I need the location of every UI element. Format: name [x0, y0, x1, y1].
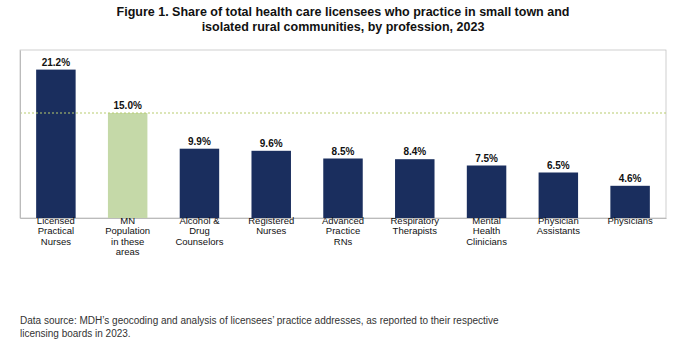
bar: [108, 113, 147, 218]
bar: [251, 151, 290, 218]
x-axis: LicensedPracticalNurses MNPopulationin th…: [21, 215, 667, 257]
data-label: 9.6%: [260, 138, 283, 149]
x-tick-label: AdvancedPracticeRNs: [322, 215, 364, 247]
x-tick: RespiratoryTherapists: [390, 215, 439, 236]
x-tick-label: PhysicianAssistants: [537, 215, 581, 236]
data-label: 8.5%: [332, 146, 355, 157]
data-labels: 21.2% 15.0% 9.9% 9.6% 8.5% 8.4% 7.5% 6.5% 4.6%: [42, 57, 642, 184]
x-tick: Alcohol &DrugCounselors: [175, 215, 223, 247]
x-tick: MNPopulationin theseareas: [105, 215, 150, 257]
x-tick-label: Physicians: [607, 215, 653, 226]
bar: [180, 149, 219, 218]
reference-line: [20, 112, 666, 113]
bar: [395, 159, 434, 218]
x-tick: AdvancedPracticeRNs: [322, 215, 364, 247]
x-tick-label: RespiratoryTherapists: [390, 215, 439, 236]
x-tick-label: RegisteredNurses: [248, 215, 294, 236]
x-tick: PhysicianAssistants: [537, 215, 581, 236]
footnote: Data source: MDH’s geocoding and analysi…: [20, 315, 499, 339]
x-tick: Physicians: [607, 215, 653, 226]
bar: [539, 173, 578, 219]
x-tick: RegisteredNurses: [248, 215, 294, 236]
x-tick-label: MentalHealthClinicians: [466, 215, 507, 247]
data-label: 9.9%: [188, 136, 211, 147]
data-label: 15.0%: [113, 100, 141, 111]
data-label: 21.2%: [42, 57, 70, 68]
y-axis-line: [20, 51, 21, 219]
bar: [610, 186, 649, 218]
chart-svg: Figure 1. Share of total health care lic…: [0, 0, 686, 350]
bar: [467, 166, 506, 219]
data-label: 4.6%: [619, 173, 642, 184]
x-tick-label: LicensedPracticalNurses: [37, 215, 75, 247]
data-label: 6.5%: [547, 160, 570, 171]
plot-frame: [20, 50, 666, 218]
bars: [20, 70, 666, 218]
x-tick-label: Alcohol &DrugCounselors: [175, 215, 223, 247]
bar: [323, 159, 362, 219]
x-tick: MentalHealthClinicians: [466, 215, 507, 247]
y-axis: [20, 51, 21, 219]
plot-area: LicensedPracticalNurses MNPopulationin th…: [20, 50, 667, 257]
data-label: 7.5%: [475, 153, 498, 164]
data-label: 8.4%: [403, 146, 426, 157]
x-tick: LicensedPracticalNurses: [37, 215, 75, 247]
title: Figure 1. Share of total health care lic…: [117, 5, 570, 34]
bar: [36, 70, 75, 218]
x-tick-label: MNPopulationin theseareas: [105, 215, 150, 257]
